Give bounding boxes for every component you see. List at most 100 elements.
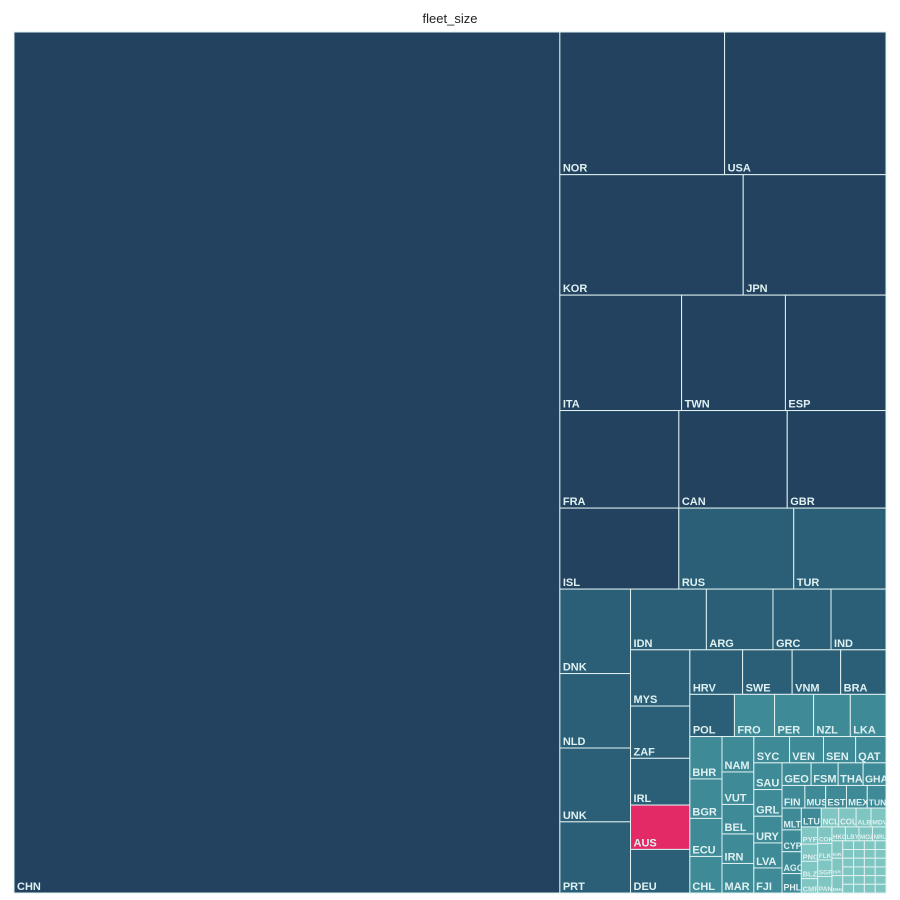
cell-rect-unlabeled[interactable]: [842, 840, 855, 851]
cell-unlabeled[interactable]: [874, 840, 887, 851]
cell-unlabeled[interactable]: [874, 857, 887, 868]
cell-unlabeled[interactable]: [842, 866, 855, 877]
cell-rect-unlabeled[interactable]: [874, 883, 887, 894]
cell-unlabeled[interactable]: [863, 875, 876, 885]
cell-phl[interactable]: PHL: [781, 873, 802, 894]
cell-fro[interactable]: FRO: [733, 693, 776, 738]
cell-kor[interactable]: KOR: [559, 174, 744, 296]
cell-unlabeled[interactable]: [863, 857, 876, 868]
cell-unlabeled[interactable]: [874, 866, 887, 877]
cell-unlabeled[interactable]: [853, 849, 865, 859]
cell-rect-unlabeled[interactable]: [863, 840, 876, 851]
cell-cok[interactable]: COK: [817, 826, 834, 844]
cell-rect-fji[interactable]: [753, 867, 783, 894]
cell-rect-unlabeled[interactable]: [853, 875, 865, 885]
cell-qat[interactable]: QAT: [855, 736, 887, 764]
cell-unlabeled[interactable]: [853, 840, 865, 851]
cell-pan[interactable]: PAN: [817, 875, 833, 894]
cell-nru[interactable]: NRU: [871, 826, 887, 842]
cell-unlabeled[interactable]: [853, 866, 865, 877]
cell-syc[interactable]: SYC: [753, 736, 791, 764]
cell-grc[interactable]: GRC: [772, 588, 832, 651]
cell-ita[interactable]: ITA: [559, 294, 683, 412]
cell-flk[interactable]: FLK: [817, 842, 833, 861]
cell-bra[interactable]: BRA: [840, 649, 887, 695]
cell-lva[interactable]: LVA: [753, 842, 783, 869]
cell-unlabeled[interactable]: [874, 849, 887, 859]
cell-rect-lka[interactable]: [849, 693, 887, 738]
cell-ind[interactable]: IND: [830, 588, 887, 651]
cell-rect-chn[interactable]: [13, 31, 561, 894]
cell-rect-mar[interactable]: [721, 862, 755, 894]
cell-rect-ind[interactable]: [830, 588, 887, 651]
cell-unk[interactable]: UNK: [559, 747, 632, 823]
cell-hrv[interactable]: HRV: [689, 649, 744, 695]
cell-unlabeled[interactable]: [842, 875, 855, 885]
cell-ago[interactable]: AGO: [781, 851, 804, 875]
cell-rect-nor[interactable]: [559, 31, 726, 176]
cell-usa[interactable]: USA: [724, 31, 887, 176]
cell-kir[interactable]: KIR: [831, 840, 844, 859]
cell-rect-ita[interactable]: [559, 294, 683, 412]
cell-nor[interactable]: NOR: [559, 31, 726, 176]
cell-rect-unlabeled[interactable]: [874, 840, 887, 851]
cell-unlabeled[interactable]: [842, 857, 855, 868]
cell-rect-kor[interactable]: [559, 174, 744, 296]
cell-unlabeled[interactable]: [863, 883, 876, 894]
cell-rect-gbr[interactable]: [786, 410, 887, 509]
cell-rect-esp[interactable]: [784, 294, 887, 412]
cell-rect-sau[interactable]: [753, 762, 783, 791]
cell-jpn[interactable]: JPN: [742, 174, 887, 296]
cell-rect-irn[interactable]: [721, 833, 755, 864]
cell-mdv[interactable]: MDV: [870, 807, 888, 828]
cell-rect-ecu[interactable]: [689, 817, 723, 857]
cell-rect-vut[interactable]: [721, 771, 755, 805]
cell-mex[interactable]: MEX: [845, 784, 869, 809]
cell-rect-unlabeled[interactable]: [863, 866, 876, 877]
cell-sen[interactable]: SEN: [822, 736, 857, 764]
cell-fin[interactable]: FIN: [781, 784, 806, 809]
cell-rect-unlabeled[interactable]: [874, 866, 887, 877]
cell-rect-bgr[interactable]: [689, 778, 723, 819]
cell-tun[interactable]: TUN: [866, 784, 887, 809]
cell-rect-twn[interactable]: [681, 294, 786, 412]
cell-pol[interactable]: POL: [689, 693, 735, 738]
cell-rect-fra[interactable]: [559, 410, 680, 509]
cell-rect-swe[interactable]: [742, 649, 793, 695]
cell-vut[interactable]: VUT: [721, 771, 755, 805]
cell-arg[interactable]: ARG: [705, 588, 774, 651]
cell-mys[interactable]: MYS: [630, 649, 691, 707]
cell-dnk[interactable]: DNK: [559, 588, 632, 675]
cell-vnm[interactable]: VNM: [791, 649, 842, 695]
cell-ven[interactable]: VEN: [789, 736, 824, 764]
cell-swe[interactable]: SWE: [742, 649, 793, 695]
cell-isr[interactable]: ISR: [831, 857, 844, 877]
cell-ltu[interactable]: LTU: [800, 807, 822, 828]
cell-grl[interactable]: GRL: [753, 789, 783, 817]
cell-rect-qat[interactable]: [855, 736, 887, 764]
cell-bhr[interactable]: BHR: [689, 736, 723, 780]
cell-rect-unlabeled[interactable]: [863, 849, 876, 859]
cell-bgr[interactable]: BGR: [689, 778, 723, 819]
cell-rect-unlabeled[interactable]: [853, 849, 865, 859]
cell-unlabeled[interactable]: [874, 875, 887, 885]
cell-fra[interactable]: FRA: [559, 410, 680, 509]
cell-rect-ury[interactable]: [753, 815, 783, 844]
cell-moz[interactable]: MOZ: [858, 826, 874, 842]
cell-isl[interactable]: ISL: [559, 507, 680, 590]
cell-rect-irl[interactable]: [630, 757, 691, 806]
cell-pyf[interactable]: PYF: [800, 826, 819, 845]
cell-fji[interactable]: FJI: [753, 867, 783, 894]
cell-rect-zaf[interactable]: [630, 705, 691, 759]
cell-unlabeled[interactable]: [842, 840, 855, 851]
cell-hkg[interactable]: HKG: [831, 826, 847, 842]
cell-rect-nld[interactable]: [559, 673, 632, 749]
cell-rect-sen[interactable]: [822, 736, 857, 764]
cell-rect-unlabeled[interactable]: [842, 875, 855, 885]
cell-mlt[interactable]: MLT: [781, 807, 802, 831]
cell-rect-unlabeled[interactable]: [842, 883, 855, 894]
cell-rect-idn[interactable]: [630, 588, 707, 651]
cell-ncl[interactable]: NCL: [820, 807, 840, 828]
cell-alb[interactable]: ALB: [855, 807, 872, 828]
cell-nld[interactable]: NLD: [559, 673, 632, 749]
